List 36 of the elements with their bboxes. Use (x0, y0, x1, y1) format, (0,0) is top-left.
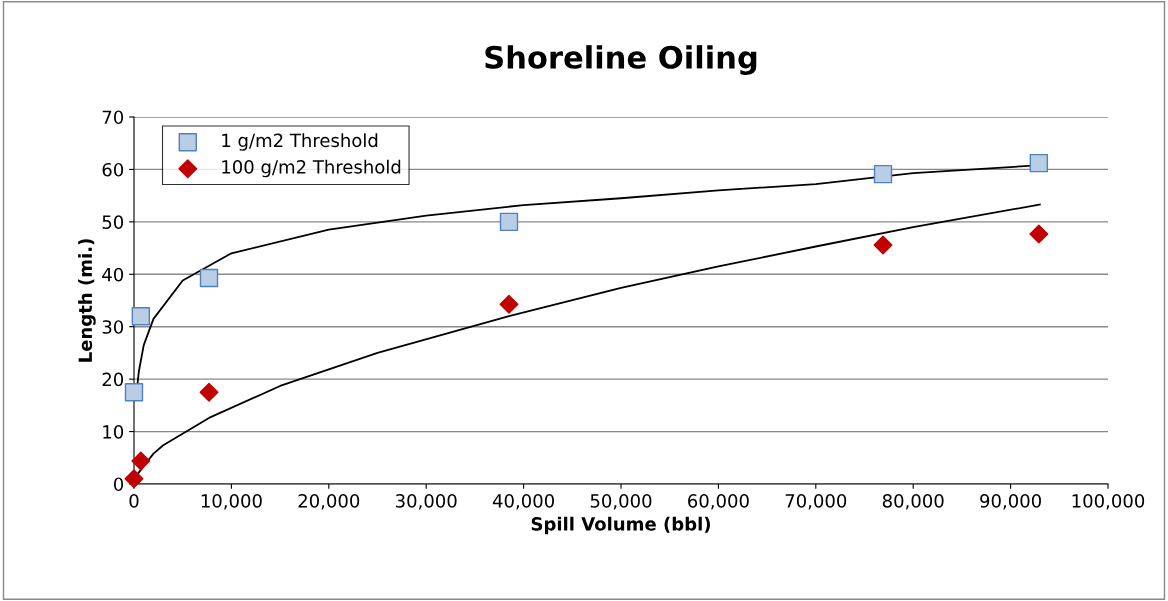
chart-title: Shoreline Oiling (485, 45, 757, 75)
point (499, 294, 519, 314)
point (199, 382, 219, 402)
point (199, 268, 219, 288)
point (131, 307, 151, 326)
legend-label: 1 g/m2 Threshold (222, 133, 378, 151)
legend-label: 100 g/m2 Threshold (222, 159, 401, 178)
point (131, 451, 151, 471)
point (124, 469, 144, 489)
x-tick-label: 10,000 (201, 494, 262, 510)
x-tick-label: 80,000 (882, 494, 944, 510)
x-tick-label: 90,000 (980, 494, 1041, 510)
x-axis-title: Spill Volume (bbl) (531, 516, 710, 535)
point (873, 164, 893, 184)
x-tick-label: 0 (129, 494, 139, 508)
point (1029, 153, 1049, 173)
y-tick-label: 20 (102, 372, 124, 387)
point (873, 235, 893, 255)
x-tick-label: 50,000 (590, 494, 652, 510)
point (1029, 224, 1049, 244)
x-tick-label: 40,000 (492, 494, 554, 510)
y-tick-label: 50 (102, 215, 124, 229)
point (124, 383, 144, 402)
y-tick-label: 10 (103, 425, 124, 439)
x-tick-label: 100,000 (1072, 494, 1145, 510)
y-tick-label: 40 (102, 267, 124, 282)
x-tick-label: 30,000 (395, 494, 457, 510)
y-tick-label: 60 (102, 162, 124, 177)
y-axis-title: Length (mi.) (78, 239, 96, 362)
x-tick-label: 70,000 (785, 494, 847, 510)
x-tick-label: 20,000 (298, 494, 360, 510)
point (499, 212, 519, 232)
y-tick-label: 70 (102, 110, 124, 125)
y-tick-label: 0 (113, 477, 124, 492)
x-tick-label: 60,000 (688, 494, 749, 510)
y-tick-label: 30 (102, 320, 124, 334)
